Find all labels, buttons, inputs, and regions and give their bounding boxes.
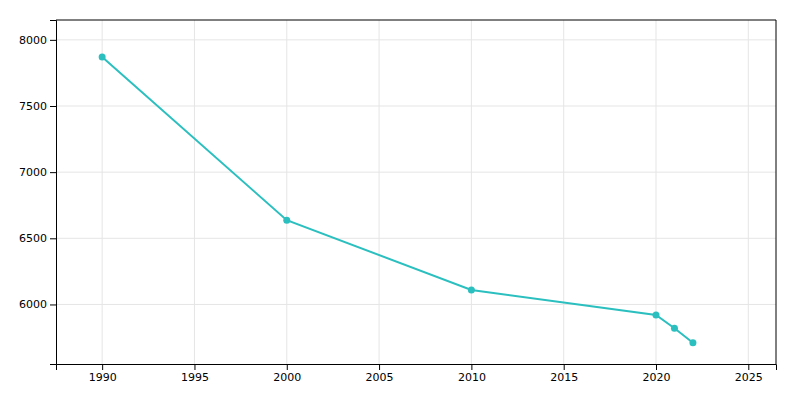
tick: 2000: [273, 364, 301, 384]
plot-area: 1990 1995 2000 2005 2010 2015 2020 2025 6000 6500…: [19, 20, 777, 384]
tick-mark: [50, 40, 56, 41]
tick: 1995: [181, 364, 209, 384]
tick-label: 2000: [273, 371, 301, 384]
tick-label: 2015: [550, 371, 578, 384]
axis-line: [57, 365, 777, 371]
tick: 7000: [19, 166, 56, 179]
grid-line-x: [286, 20, 287, 364]
point: [468, 286, 475, 293]
grid-line-y: [56, 39, 776, 40]
tick: 6500: [19, 232, 56, 245]
frame-top: [56, 20, 776, 21]
tick-label: 1995: [181, 371, 209, 384]
tick-mark: [471, 364, 472, 370]
point: [283, 217, 290, 224]
grid-line-y: [56, 238, 776, 239]
tick: 2025: [735, 364, 763, 384]
tick-mark: [50, 238, 56, 239]
tick-label: 2005: [366, 371, 394, 384]
tick-label: 7000: [19, 166, 47, 179]
grid-line-x: [194, 20, 195, 364]
tick: 7500: [19, 100, 56, 113]
tick: 1990: [89, 364, 117, 384]
tick-label: 2020: [643, 371, 671, 384]
tick: 8000: [19, 34, 56, 47]
frame-right: [776, 20, 777, 364]
grid-line-y: [56, 172, 776, 173]
tick-label: 6000: [19, 298, 47, 311]
grid-line-y: [56, 106, 776, 107]
tick-mark: [50, 106, 56, 107]
tick-mark: [102, 364, 103, 370]
tick: 2015: [550, 364, 578, 384]
point: [689, 339, 696, 346]
tick-label: 2025: [735, 371, 763, 384]
line: [102, 57, 693, 343]
point: [653, 312, 660, 319]
frame: [56, 20, 776, 364]
tick-mark: [564, 364, 565, 370]
tick: 2010: [458, 364, 486, 384]
tick: 2020: [643, 364, 671, 384]
tick-mark: [194, 364, 195, 370]
tick-mark: [748, 364, 749, 370]
tick-mark: [379, 364, 380, 370]
tick: 6000: [19, 298, 56, 311]
grid-line-x: [379, 20, 380, 364]
chart-container: 1990 1995 2000 2005 2010 2015 2020 2025 6000 6500…: [0, 0, 800, 400]
chart-svg: 1990 1995 2000 2005 2010 2015 2020 2025 6000 6500…: [0, 0, 800, 400]
tick-label: 8000: [19, 34, 47, 47]
point: [99, 54, 106, 61]
grid-line-x: [748, 20, 749, 364]
tick-mark: [656, 364, 657, 370]
tick-label: 7500: [19, 100, 47, 113]
tick-mark: [50, 304, 56, 305]
y-axis: 6000 6500 7000 7500 8000: [19, 21, 57, 365]
grid-line-x: [563, 20, 564, 364]
grid-line-x: [471, 20, 472, 364]
tick-mark: [50, 172, 56, 173]
x-axis: 1990 1995 2000 2005 2010 2015 2020 2025: [57, 364, 777, 384]
grid-line-y: [56, 304, 776, 305]
point: [671, 325, 678, 332]
tick-mark: [287, 364, 288, 370]
tick-label: 1990: [89, 371, 117, 384]
grid: [56, 20, 776, 364]
tick: 2005: [366, 364, 394, 384]
grid-line-x: [102, 20, 103, 364]
axis-line: [50, 21, 57, 365]
tick-label: 2010: [458, 371, 486, 384]
tick-label: 6500: [19, 232, 47, 245]
marks: [99, 54, 697, 347]
